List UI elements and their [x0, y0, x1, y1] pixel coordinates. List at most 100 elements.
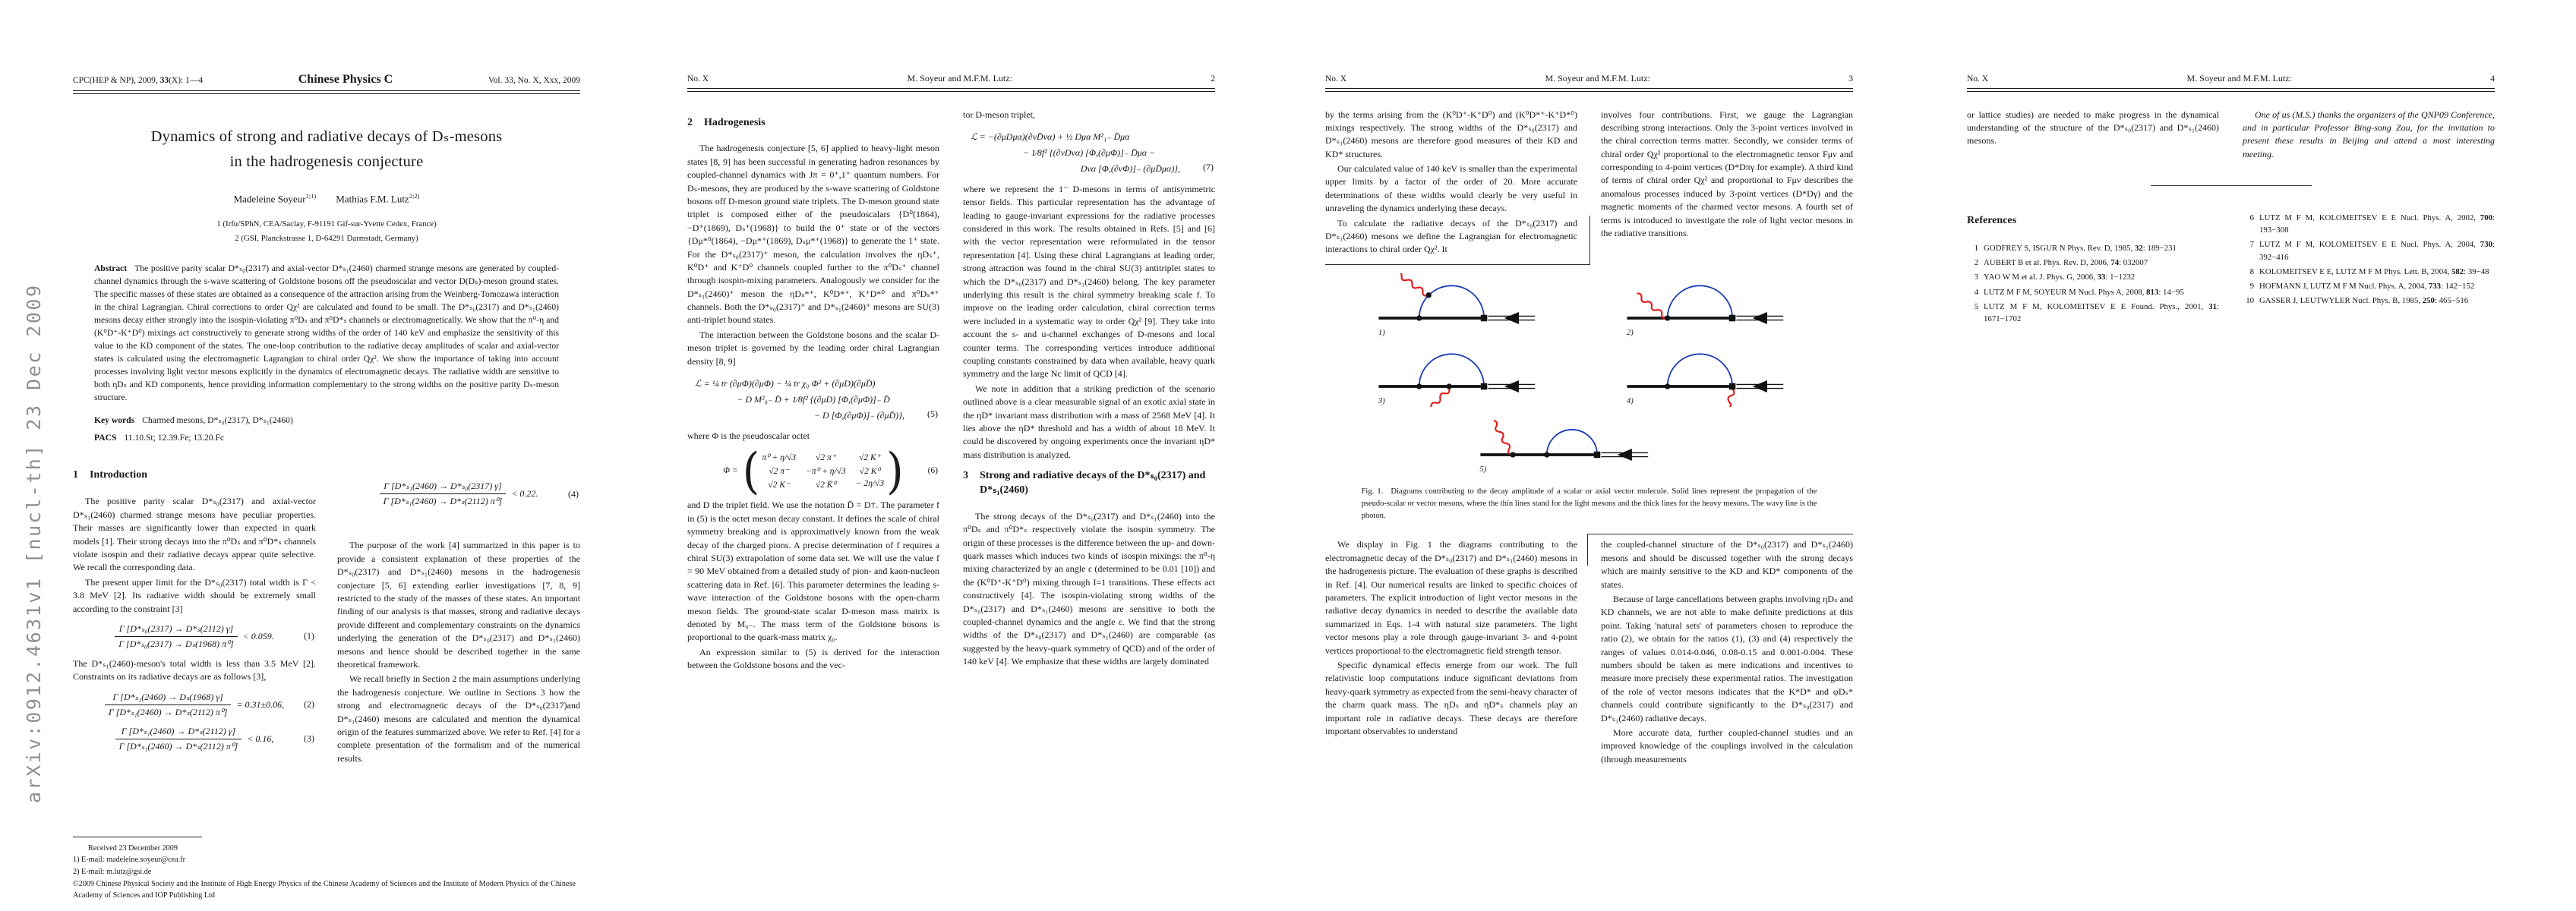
keywords: Key words Charmed mesons, D*ₛ₀(2317), D*ₛ… — [94, 415, 559, 425]
reference-text: GODFREY S, ISGUR N Phys. Rev. D, 1985, — [1984, 244, 2135, 254]
page2-header-left: No. X — [687, 74, 709, 84]
page2-running-header: No. X M. Soyeur and M.F.M. Lutz: 2 — [687, 73, 1215, 84]
reference-volume: 730 — [2480, 240, 2492, 250]
reference-item: 5 LUTZ M F M, KOLOMEITSEV E E Found. Phys… — [1967, 301, 2219, 325]
equation-4-numerator: Γ [D*ₛ₁(2460) → D*ₛ₀(2317) γ] — [384, 481, 502, 492]
reference-text: LUTZ M F M, SOYEUR M Nucl. Phys A, 2008, — [1984, 287, 2147, 297]
reference-volume: 733 — [2428, 282, 2442, 291]
reference-item: 10 GASSER J, LEUTWYLER Nucl. Phys. B, 198… — [2243, 295, 2495, 307]
reference-text: GASSER J, LEUTWYLER Nucl. Phys. B, 1985, — [2259, 296, 2423, 306]
equation-7-tag: (7) — [1203, 161, 1214, 172]
equation-3-denominator: Γ [D*ₛ₁(2460) → D*ₛ(2112) π⁰] — [115, 738, 242, 752]
equation-2-relation: = 0.31±0.06, — [236, 698, 285, 710]
equation-4: Γ [D*ₛ₁(2460) → D*ₛ₀(2317) γ] Γ [D*ₛ₁(246… — [337, 481, 580, 507]
page-1: arXiv:0912.4631v1 [nucl-th] 23 Dec 2009 … — [0, 0, 644, 911]
feynman-diagram-1: 1) — [1374, 273, 1556, 339]
author-1: Madeleine Soyeur — [233, 193, 306, 205]
affiliation-1: 1 (Irfu/SPhN, CEA/Saclay, F-91191 Gif-su… — [216, 219, 437, 229]
page3-bottom-left-column: We display in Fig. 1 the diagrams contri… — [1325, 538, 1577, 768]
purpose-paragraph-1: The purpose of the work [4] summarized i… — [337, 540, 580, 670]
reference-number: 5 — [1974, 301, 1978, 311]
reference-number: 1 — [1974, 244, 1978, 254]
page1-running-header: CPC(HEP & NP), 2009, 33(X): 1—4 Chinese … — [73, 73, 580, 87]
pacs-text: 11.10.St; 12.39.Fe; 13.20.Fc — [124, 433, 225, 443]
reference-pages: : 14−95 — [2158, 287, 2184, 297]
equation-4-denominator: Γ [D*ₛ₁(2460) → D*ₛ(2112) π⁰] — [379, 493, 507, 507]
reference-pages: : 1671−1702 — [1984, 301, 2219, 323]
equation-7-line1: ℒ = −(∂μDμα)(∂νD̄να) + ½ Dμα M²₁₋ D̄μα — [971, 131, 1130, 142]
equation-1-numerator: Γ [D*ₛ₀(2317) → D*ₛ(2112) γ] — [118, 623, 234, 634]
equation-3-tag: (3) — [304, 733, 314, 744]
reference-item: 9 HOFMANN J, LUTZ M F M Nucl. Phys. A, 20… — [2243, 280, 2495, 292]
reference-volume: 700 — [2480, 213, 2492, 223]
matrix-cell: √2 K⁰ — [859, 467, 881, 477]
page-4: No. X M. Soyeur and M.F.M. Lutz: 4 or la… — [1932, 0, 2576, 911]
reference-text: LUTZ M F M, KOLOMEITSEV E E Nucl. Phys. … — [2259, 240, 2480, 250]
matrix-cell: √2 π⁻ — [769, 467, 790, 477]
reference-item: 1 GODFREY S, ISGUR N Phys. Rev. D, 1985, … — [1967, 242, 2219, 254]
paper-title-line2: in the hadrogenesis conjecture — [229, 153, 424, 171]
equation-1-relation: < 0.059. — [242, 630, 274, 641]
reference-number: 9 — [2249, 282, 2254, 291]
reference-item: 7 LUTZ M F M, KOLOMEITSEV E E Nucl. Phys.… — [2243, 238, 2495, 263]
reference-item: 2 AUBERT B et al. Phys. Rev. D, 2006, 74:… — [1967, 257, 2219, 269]
figure-1-caption-text: Diagrams contributing to the decay ampli… — [1361, 487, 1817, 520]
fig1-discussion-paragraph: We display in Fig. 1 the diagrams contri… — [1325, 539, 1577, 656]
section-3-title: Strong and radiative decays of the D*ₛ₀(… — [980, 470, 1206, 496]
journal-volume-bold: 33 — [159, 76, 169, 85]
reference-text: AUBERT B et al. Phys. Rev. D, 2006, — [1984, 258, 2111, 268]
author-1-footnote-mark: 1;1) — [305, 192, 317, 200]
pacs-label: PACS — [94, 433, 117, 443]
equation-7-line2: − 1⁄8f² {(∂νDνα) [Φ,(∂μΦ)]₋ D̄μα − — [1022, 147, 1156, 158]
page2-page-number: 2 — [1211, 74, 1215, 84]
header-rule — [1325, 88, 1853, 92]
reference-volume: 582 — [2451, 266, 2464, 276]
matrix-cell: − 2η/√3 — [855, 479, 885, 489]
purpose-paragraph-2: We recall briefly in Section 2 the main … — [337, 673, 580, 764]
feynman-diagram-5: 5) — [1476, 410, 1658, 475]
author-2-footnote-mark: 2;2) — [409, 192, 420, 200]
page4-header-left: No. X — [1967, 74, 1989, 84]
strong-decays-paragraph: The strong decays of the D*ₛ₀(2317) and … — [963, 510, 1215, 667]
abstract: Abstract The positive parity scalar D*ₛ₀(… — [94, 262, 559, 404]
figure-1-caption: Fig. 1. Diagrams contributing to the deca… — [1362, 486, 1817, 522]
equation-3: Γ [D*ₛ₁(2460) → D*ₛ(2112) γ] Γ [D*ₛ₁(2460… — [73, 726, 316, 752]
reference-text: YAO W M et al. J. Phys. G, 2006, — [1984, 273, 2098, 282]
reference-number: 7 — [2249, 240, 2254, 250]
reference-number: 2 — [1974, 258, 1978, 268]
pacs: PACS 11.10.St; 12.39.Fe; 13.20.Fc — [94, 433, 559, 443]
journal-volume-info: Vol. 33, No. X, Xxx, 2009 — [488, 76, 580, 85]
page3-top-columns: by the terms arising from the (K⁰D⁺-K⁺D⁰… — [1325, 109, 1853, 258]
page3-running-header: No. X M. Soyeur and M.F.M. Lutz: 3 — [1325, 73, 1853, 84]
page2-left-column: 2 Hadrogenesis The hadrogenesis conjectur… — [687, 109, 939, 674]
section-3-number: 3 — [963, 470, 968, 482]
page4-running-header: No. X M. Soyeur and M.F.M. Lutz: 4 — [1967, 73, 2495, 84]
reference-text: HOFMANN J, LUTZ M F M Nucl. Phys. A, 200… — [2259, 282, 2429, 291]
keywords-label: Key words — [94, 415, 135, 426]
reference-text: LUTZ M F M, KOLOMEITSEV E E Found. Phys.… — [1984, 301, 2209, 311]
header-rule — [73, 90, 580, 94]
hadrogenesis-paragraph-2: The interaction between the Goldstone bo… — [687, 329, 939, 367]
equation-1: Γ [D*ₛ₀(2317) → D*ₛ(2112) γ] Γ [D*ₛ₀(2317… — [73, 623, 316, 650]
equation-3-numerator: Γ [D*ₛ₁(2460) → D*ₛ(2112) γ] — [121, 725, 236, 736]
reference-number: 10 — [2246, 296, 2254, 306]
footnote-email-1: 1) E-mail: madeleine.soyeur@cea.fr — [73, 856, 185, 865]
journal-issue-info: CPC(HEP & NP), 2009, 33(X): 1—4 — [73, 76, 203, 85]
reference-number: 4 — [1974, 287, 1978, 297]
triplet-continuation: tor D-meson triplet, — [963, 109, 1035, 120]
intro-paragraph-2: The present upper limit for the D*ₛ₀(231… — [73, 576, 316, 614]
section-2-heading: 2 Hadrogenesis — [687, 116, 939, 131]
more-accurate-data-paragraph: More accurate data, further coupled-chan… — [1601, 727, 1853, 764]
page2-right-column: tor D-meson triplet, ℒ = −(∂μDμα)(∂νD̄να… — [963, 109, 1215, 674]
page3-header-center: M. Soyeur and M.F.M. Lutz: — [1545, 73, 1650, 84]
reference-volume: 31 — [2208, 301, 2217, 311]
references-heading: References — [1967, 215, 2017, 227]
matrix-cell: √2 K̄⁰ — [815, 481, 837, 490]
page1-footnotes: Received 23 December 2009 1) E-mail: mad… — [73, 837, 580, 901]
abstract-text: The positive parity scalar D*ₛ₀(2317) an… — [94, 263, 559, 403]
section-2-title: Hadrogenesis — [704, 116, 766, 128]
copyright-notice: ©2009 Chinese Physical Society and the I… — [73, 879, 576, 900]
end-of-text-rule — [2150, 185, 2312, 187]
matrix-cell: √2 K⁻ — [768, 481, 791, 490]
